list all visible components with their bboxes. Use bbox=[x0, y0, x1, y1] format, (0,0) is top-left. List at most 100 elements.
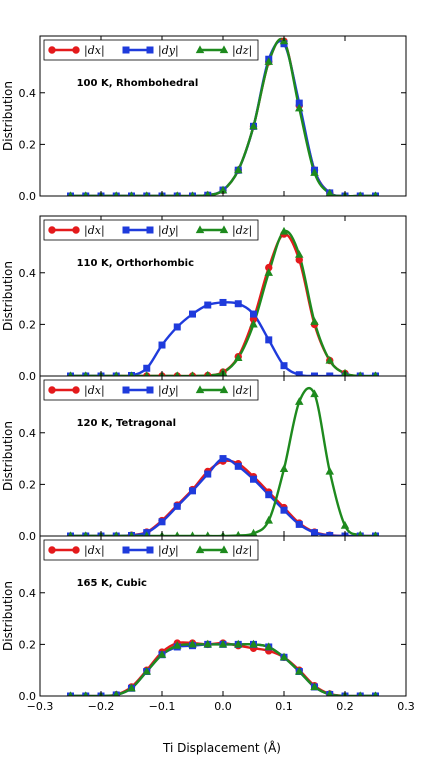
legend: |dx| |dy| |dz| bbox=[43, 379, 259, 401]
data-point-square bbox=[219, 455, 227, 463]
data-point-square bbox=[158, 341, 166, 349]
legend-label: |dz| bbox=[232, 384, 252, 398]
data-point-square bbox=[326, 372, 334, 376]
legend-marker-circle bbox=[72, 226, 80, 234]
legend-marker-square bbox=[146, 386, 154, 394]
panel-annotation: 110 K, Orthorhombic bbox=[77, 258, 195, 269]
data-point-square bbox=[295, 520, 303, 528]
data-point-square bbox=[219, 298, 227, 306]
x-tick-label: 0.0 bbox=[214, 700, 232, 713]
series-line-triangle bbox=[70, 643, 376, 696]
data-point-triangle bbox=[142, 666, 151, 675]
data-point-triangle bbox=[357, 530, 364, 536]
data-point-triangle bbox=[310, 389, 319, 398]
legend-marker-triangle bbox=[195, 45, 205, 54]
series-line-circle bbox=[70, 641, 376, 696]
panel-annotation: 120 K, Tetragonal bbox=[77, 418, 176, 429]
y-axis-label: Distribution bbox=[1, 81, 15, 151]
legend-label: |dy| bbox=[158, 544, 179, 558]
data-point-triangle bbox=[234, 639, 243, 648]
data-point-triangle bbox=[295, 666, 304, 675]
data-point-triangle bbox=[310, 682, 319, 691]
legend-marker-circle bbox=[48, 46, 56, 54]
panels-group: 0.0 0.2 0.4 Distribution 100 K, Rhombohedral… bbox=[1, 35, 415, 713]
y-tick-label: 0.2 bbox=[19, 478, 37, 491]
y-axis-label: Distribution bbox=[1, 581, 15, 651]
data-point-triangle bbox=[295, 103, 304, 112]
data-point-triangle bbox=[204, 190, 211, 196]
legend-label: |dz| bbox=[232, 44, 252, 58]
legend-marker-triangle bbox=[219, 385, 229, 394]
data-point-square bbox=[173, 502, 181, 510]
data-point-triangle bbox=[204, 370, 211, 376]
data-point-square bbox=[250, 310, 257, 318]
data-point-triangle bbox=[279, 226, 289, 235]
data-point-triangle bbox=[279, 652, 289, 661]
data-point-triangle bbox=[264, 268, 273, 276]
data-point-square bbox=[250, 475, 257, 483]
legend: |dx| |dy| |dz| bbox=[43, 219, 259, 241]
x-axis-label: Ti Displacement (Å) bbox=[162, 740, 281, 755]
data-point-triangle bbox=[249, 639, 258, 648]
legend-marker-square bbox=[146, 46, 154, 54]
panel-2: 0.0 0.2 0.4 Distribution 110 K, Orthorhombic… bbox=[1, 215, 407, 383]
data-point-triangle bbox=[264, 57, 273, 65]
legend-label: |dx| bbox=[84, 544, 105, 558]
panel-3: 0.0 0.2 0.4 Distribution 120 K, Tetragonal |d… bbox=[1, 375, 407, 543]
data-point-square bbox=[311, 529, 318, 536]
data-point-triangle bbox=[340, 521, 350, 529]
legend-label: |dy| bbox=[158, 224, 179, 238]
data-point-square bbox=[295, 371, 303, 376]
series-line-square bbox=[70, 643, 376, 696]
series-line-square bbox=[70, 301, 376, 376]
panel-annotation: 100 K, Rhombohedral bbox=[77, 78, 199, 89]
data-point-triangle bbox=[249, 319, 258, 328]
legend-marker-square bbox=[122, 546, 130, 554]
legend-marker-circle bbox=[72, 546, 80, 554]
legend-marker-triangle bbox=[219, 225, 229, 234]
x-tick-label: −0.2 bbox=[88, 700, 115, 713]
data-point-triangle bbox=[326, 689, 334, 696]
data-point-triangle bbox=[264, 642, 273, 651]
series-group bbox=[66, 639, 380, 696]
data-point-triangle bbox=[310, 317, 319, 325]
series-line-triangle bbox=[70, 37, 376, 196]
x-tick-label: 0.1 bbox=[275, 700, 293, 713]
legend-marker-circle bbox=[72, 386, 80, 394]
legend-marker-triangle bbox=[219, 545, 229, 554]
data-point-triangle bbox=[218, 639, 228, 648]
data-point-square bbox=[173, 323, 181, 331]
legend-marker-circle bbox=[72, 46, 80, 54]
data-point-square bbox=[204, 470, 212, 478]
legend-label: |dy| bbox=[158, 44, 179, 58]
data-point-triangle bbox=[325, 466, 334, 475]
data-point-triangle bbox=[113, 690, 120, 696]
legend: |dx| |dy| |dz| bbox=[43, 539, 259, 561]
legend-label: |dz| bbox=[232, 224, 252, 238]
series-group bbox=[66, 386, 380, 536]
y-axis-label: Distribution bbox=[1, 261, 15, 331]
data-point-square bbox=[204, 301, 212, 309]
data-point-triangle bbox=[234, 353, 243, 362]
data-point-triangle bbox=[249, 121, 258, 130]
legend-label: |dx| bbox=[84, 384, 105, 398]
data-point-square bbox=[326, 531, 334, 536]
data-point-triangle bbox=[264, 515, 273, 524]
y-tick-label: 0.4 bbox=[19, 267, 37, 280]
series-group bbox=[66, 36, 380, 196]
y-tick-label: 0.0 bbox=[19, 190, 37, 203]
data-point-square bbox=[143, 364, 151, 372]
legend-marker-circle bbox=[48, 226, 56, 234]
legend-marker-triangle bbox=[195, 225, 205, 234]
x-tick-label: −0.1 bbox=[149, 700, 176, 713]
data-point-triangle bbox=[157, 650, 167, 658]
y-axis-label: Distribution bbox=[1, 421, 15, 491]
panel-annotation: 165 K, Cubic bbox=[77, 578, 147, 589]
data-point-square bbox=[280, 506, 288, 514]
legend-marker-triangle bbox=[195, 385, 205, 394]
series-group bbox=[66, 226, 380, 376]
x-tick-label: −0.3 bbox=[27, 700, 54, 713]
legend-marker-triangle bbox=[219, 45, 229, 54]
series-line-square bbox=[70, 39, 376, 196]
